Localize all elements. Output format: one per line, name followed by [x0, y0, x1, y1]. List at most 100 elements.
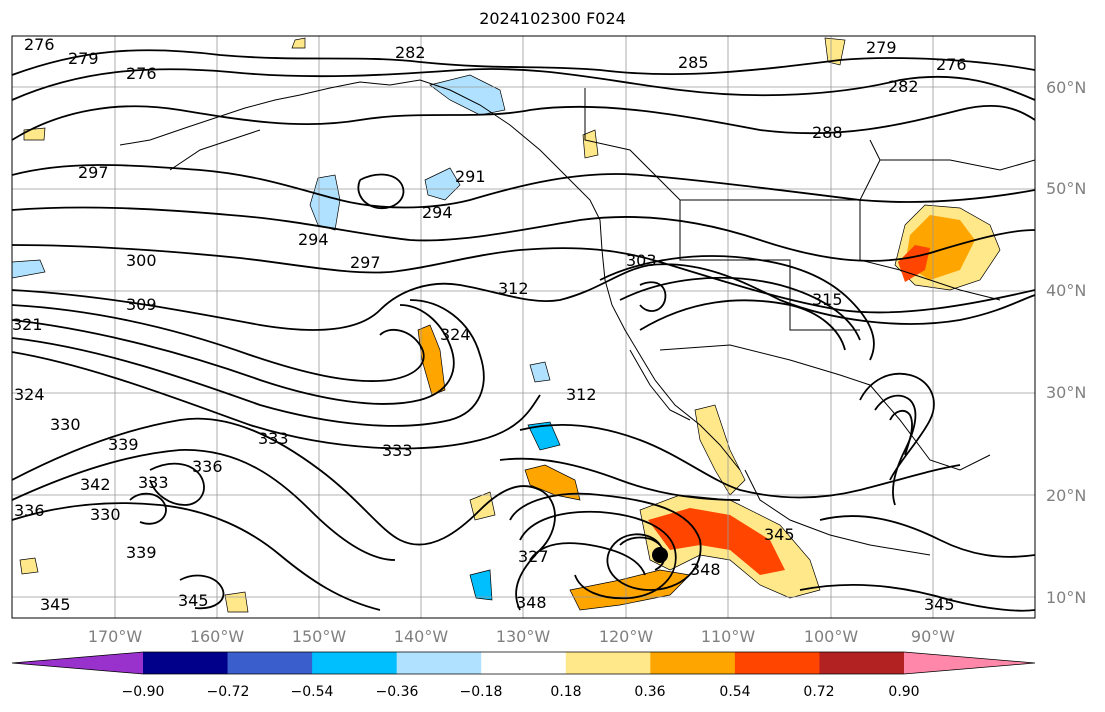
contour-label: 339	[108, 435, 139, 454]
shade-negative	[529, 361, 551, 383]
longitude-label: 170°W	[87, 627, 143, 646]
colorbar-segment	[734, 652, 820, 674]
contour-label: 297	[78, 163, 109, 182]
longitude-label: 130°W	[495, 627, 551, 646]
contour-label: 348	[690, 560, 721, 579]
shade-negative	[429, 74, 506, 116]
contour-label: 312	[566, 385, 597, 404]
contour-label: 303	[626, 251, 657, 270]
longitude-label: 120°W	[598, 627, 654, 646]
shade-negative	[424, 167, 461, 201]
latitude-label: 30°N	[1046, 383, 1087, 402]
contour-label: 276	[24, 35, 55, 54]
contour-label: 279	[68, 49, 99, 68]
latitude-label: 50°N	[1046, 179, 1087, 198]
shade-positive	[19, 557, 39, 575]
colorbar-segment	[819, 652, 905, 674]
longitude-label: 90°W	[910, 627, 956, 646]
colorbar-extend-max	[904, 652, 1035, 674]
shade-positive	[524, 464, 581, 501]
contour-label: 345	[178, 591, 209, 610]
shade-positive	[417, 324, 446, 396]
contour-label: 315	[812, 290, 843, 309]
colorbar-segment	[565, 652, 651, 674]
colorbar-tick-label: −0.54	[290, 684, 334, 700]
contour-label: 342	[80, 475, 111, 494]
shade-negative	[309, 174, 341, 231]
map-title: 2024102300 F024	[479, 9, 626, 28]
coastlines	[119, 79, 1035, 556]
contour-label: 291	[455, 167, 486, 186]
colorbar-outline	[11, 651, 1036, 675]
longitude-label: 100°W	[803, 627, 859, 646]
colorbar-tick-label: 0.36	[634, 684, 666, 700]
colorbar-segment	[481, 652, 567, 674]
contour-label: 297	[350, 253, 381, 272]
shading-layer	[12, 37, 1001, 613]
contour-label-layer: 276 279 276 282 285 279 282 276 288 297 …	[12, 35, 967, 614]
map-border	[11, 35, 1036, 619]
colorbar-segment	[143, 652, 229, 674]
contour-label: 324	[14, 385, 45, 404]
contour-label: 345	[924, 595, 955, 614]
contour-label: 288	[812, 123, 843, 142]
contour-label: 294	[298, 230, 329, 249]
contour-label: 300	[126, 251, 157, 270]
contour-label: 324	[440, 325, 471, 344]
colorbar-tick-label: −0.18	[459, 684, 503, 700]
colorbar-tick-label: 0.18	[550, 684, 582, 700]
contour-label: 276	[126, 64, 157, 83]
colorbar-tick-label: −0.36	[375, 684, 419, 700]
contour-label: 336	[14, 501, 45, 520]
shade-negative	[12, 259, 46, 279]
shade-negative	[527, 421, 561, 451]
shade-negative	[291, 37, 306, 49]
contour-label: 294	[422, 203, 453, 222]
shade-negative	[582, 129, 599, 159]
contour-label: 327	[518, 547, 549, 566]
contour-label: 345	[764, 525, 795, 544]
longitude-label: 110°W	[700, 627, 756, 646]
shade-positive	[569, 569, 691, 611]
contour-label: 282	[395, 43, 426, 62]
latitude-label: 60°N	[1046, 78, 1087, 97]
colorbar-segment	[650, 652, 736, 674]
shade-positive	[694, 404, 746, 496]
contour-label: 282	[888, 77, 919, 96]
contour-label: 285	[678, 53, 709, 72]
contour-label: 333	[138, 473, 169, 492]
longitude-label: 140°W	[393, 627, 449, 646]
contour-label: 333	[382, 441, 413, 460]
contour-label: 276	[936, 55, 967, 74]
low-center-marker	[652, 547, 668, 563]
shade-positive-core	[648, 508, 785, 575]
colorbar-extend-min	[12, 652, 143, 674]
longitude-label: 150°W	[291, 627, 347, 646]
contour-label: 336	[192, 457, 223, 476]
latitude-label: 40°N	[1046, 281, 1087, 300]
contour-label: 339	[126, 543, 157, 562]
contour-label: 312	[498, 279, 529, 298]
contour-label: 330	[50, 415, 81, 434]
contour-label: 348	[516, 593, 547, 612]
contour-label: 345	[40, 595, 71, 614]
contour-label: 330	[90, 505, 121, 524]
contour-label: 333	[258, 429, 289, 448]
latitude-label: 20°N	[1046, 486, 1087, 505]
colorbar-tick-label: 0.54	[719, 684, 751, 700]
shade-negative	[23, 127, 46, 141]
longitude-label: 160°W	[189, 627, 245, 646]
shade-negative	[824, 37, 846, 66]
shade-negative	[469, 569, 493, 601]
shade-positive	[224, 591, 249, 613]
contour-lines	[12, 49, 1035, 612]
colorbar-segment	[312, 652, 398, 674]
colorbar-segment	[396, 652, 482, 674]
contour-label: 309	[126, 295, 157, 314]
contour-label: 321	[12, 315, 43, 334]
colorbar-tick-label: −0.72	[206, 684, 250, 700]
contour-label: 279	[866, 38, 897, 57]
colorbar-segment	[227, 652, 313, 674]
colorbar-tick-label: 0.90	[888, 684, 920, 700]
